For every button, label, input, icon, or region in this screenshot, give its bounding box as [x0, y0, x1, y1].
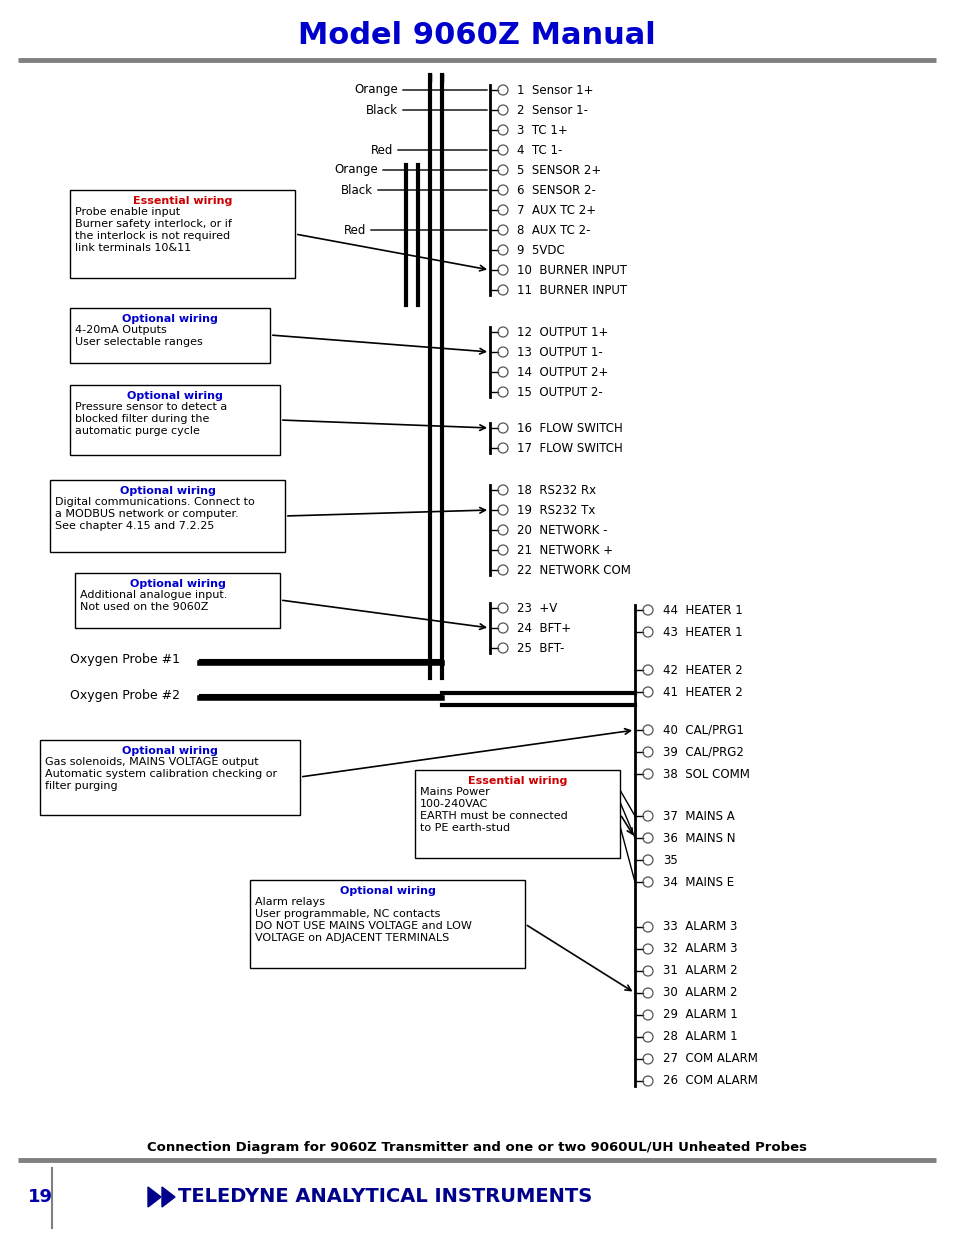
Text: 27  COM ALARM: 27 COM ALARM [662, 1052, 757, 1066]
Text: 29  ALARM 1: 29 ALARM 1 [662, 1009, 737, 1021]
Bar [40, 740, 299, 815]
Text: 3  TC 1+: 3 TC 1+ [517, 124, 567, 137]
Polygon shape [148, 1187, 161, 1207]
Text: Alarm relays: Alarm relays [254, 897, 325, 906]
Text: Red: Red [370, 143, 393, 157]
Text: automatic purge cycle: automatic purge cycle [75, 426, 200, 436]
Text: 35: 35 [662, 853, 677, 867]
Text: Black: Black [366, 104, 397, 116]
Text: 18  RS232 Rx: 18 RS232 Rx [517, 483, 596, 496]
Text: 22  NETWORK COM: 22 NETWORK COM [517, 563, 630, 577]
Text: EARTH must be connected: EARTH must be connected [419, 811, 567, 821]
Text: 9  5VDC: 9 5VDC [517, 243, 564, 257]
Text: 28  ALARM 1: 28 ALARM 1 [662, 1030, 737, 1044]
Bar [415, 769, 619, 858]
Text: See chapter 4.15 and 7.2.25: See chapter 4.15 and 7.2.25 [55, 521, 214, 531]
Text: Optional wiring: Optional wiring [339, 885, 435, 897]
Text: Connection Diagram for 9060Z Transmitter and one or two 9060UL/UH Unheated Probe: Connection Diagram for 9060Z Transmitter… [147, 1141, 806, 1155]
Text: 34  MAINS E: 34 MAINS E [662, 876, 734, 888]
Text: 1  Sensor 1+: 1 Sensor 1+ [517, 84, 593, 96]
Text: User selectable ranges: User selectable ranges [75, 337, 203, 347]
Text: Optional wiring: Optional wiring [119, 487, 215, 496]
Text: Gas solenoids, MAINS VOLTAGE output: Gas solenoids, MAINS VOLTAGE output [45, 757, 258, 767]
Text: DO NOT USE MAINS VOLTAGE and LOW: DO NOT USE MAINS VOLTAGE and LOW [254, 921, 472, 931]
Text: 23  +V: 23 +V [517, 601, 557, 615]
Text: Essential wiring: Essential wiring [132, 196, 232, 206]
Text: 14  OUTPUT 2+: 14 OUTPUT 2+ [517, 366, 608, 378]
Text: Orange: Orange [354, 84, 397, 96]
Bar [250, 881, 524, 968]
Text: Orange: Orange [334, 163, 377, 177]
Text: 30  ALARM 2: 30 ALARM 2 [662, 987, 737, 999]
Text: the interlock is not required: the interlock is not required [75, 231, 230, 241]
Text: Burner safety interlock, or if: Burner safety interlock, or if [75, 219, 232, 228]
Text: 13  OUTPUT 1-: 13 OUTPUT 1- [517, 346, 602, 358]
Text: 7  AUX TC 2+: 7 AUX TC 2+ [517, 204, 596, 216]
Text: Model 9060Z Manual: Model 9060Z Manual [297, 21, 656, 49]
Text: 10  BURNER INPUT: 10 BURNER INPUT [517, 263, 626, 277]
Text: 15  OUTPUT 2-: 15 OUTPUT 2- [517, 385, 602, 399]
Text: VOLTAGE on ADJACENT TERMINALS: VOLTAGE on ADJACENT TERMINALS [254, 932, 449, 944]
Text: 11  BURNER INPUT: 11 BURNER INPUT [517, 284, 626, 296]
Text: Oxygen Probe #2: Oxygen Probe #2 [70, 688, 180, 701]
Text: 4-20mA Outputs: 4-20mA Outputs [75, 325, 167, 335]
Text: a MODBUS network or computer.: a MODBUS network or computer. [55, 509, 238, 519]
Text: 26  COM ALARM: 26 COM ALARM [662, 1074, 757, 1088]
Text: link terminals 10&11: link terminals 10&11 [75, 243, 191, 253]
Text: 32  ALARM 3: 32 ALARM 3 [662, 942, 737, 956]
Text: 100-240VAC: 100-240VAC [419, 799, 488, 809]
Text: Red: Red [343, 224, 366, 236]
Text: User programmable, NC contacts: User programmable, NC contacts [254, 909, 440, 919]
Text: Optional wiring: Optional wiring [127, 391, 223, 401]
Bar [50, 480, 285, 552]
Text: 44  HEATER 1: 44 HEATER 1 [662, 604, 742, 616]
Text: 12  OUTPUT 1+: 12 OUTPUT 1+ [517, 326, 608, 338]
Text: 36  MAINS N: 36 MAINS N [662, 831, 735, 845]
Bar [70, 308, 270, 363]
Text: Not used on the 9060Z: Not used on the 9060Z [80, 601, 208, 613]
Text: 31  ALARM 2: 31 ALARM 2 [662, 965, 737, 977]
Text: 38  SOL COMM: 38 SOL COMM [662, 767, 749, 781]
Text: 5  SENSOR 2+: 5 SENSOR 2+ [517, 163, 600, 177]
Text: 17  FLOW SWITCH: 17 FLOW SWITCH [517, 441, 622, 454]
Text: 37  MAINS A: 37 MAINS A [662, 809, 734, 823]
Text: 21  NETWORK +: 21 NETWORK + [517, 543, 613, 557]
Text: Optional wiring: Optional wiring [122, 746, 217, 756]
Text: Black: Black [340, 184, 373, 196]
Text: Optional wiring: Optional wiring [130, 579, 225, 589]
Text: Automatic system calibration checking or: Automatic system calibration checking or [45, 769, 276, 779]
Text: 39  CAL/PRG2: 39 CAL/PRG2 [662, 746, 743, 758]
Bar [70, 190, 294, 278]
Bar [75, 573, 280, 629]
Polygon shape [162, 1187, 174, 1207]
Text: 8  AUX TC 2-: 8 AUX TC 2- [517, 224, 590, 236]
Text: Pressure sensor to detect a: Pressure sensor to detect a [75, 403, 227, 412]
Text: 16  FLOW SWITCH: 16 FLOW SWITCH [517, 421, 622, 435]
Text: 19: 19 [28, 1188, 53, 1207]
Text: Mains Power: Mains Power [419, 787, 489, 797]
Text: 19  RS232 Tx: 19 RS232 Tx [517, 504, 595, 516]
Text: 2  Sensor 1-: 2 Sensor 1- [517, 104, 587, 116]
Text: 41  HEATER 2: 41 HEATER 2 [662, 685, 742, 699]
Text: Probe enable input: Probe enable input [75, 207, 180, 217]
Text: Essential wiring: Essential wiring [467, 776, 567, 785]
Text: TELEDYNE ANALYTICAL INSTRUMENTS: TELEDYNE ANALYTICAL INSTRUMENTS [178, 1188, 592, 1207]
Bar [70, 385, 280, 454]
Text: Digital communications. Connect to: Digital communications. Connect to [55, 496, 254, 508]
Text: 40  CAL/PRG1: 40 CAL/PRG1 [662, 724, 743, 736]
Text: 6  SENSOR 2-: 6 SENSOR 2- [517, 184, 596, 196]
Text: 4  TC 1-: 4 TC 1- [517, 143, 561, 157]
Text: 42  HEATER 2: 42 HEATER 2 [662, 663, 742, 677]
Text: 43  HEATER 1: 43 HEATER 1 [662, 625, 741, 638]
Text: Oxygen Probe #1: Oxygen Probe #1 [70, 653, 180, 667]
Text: filter purging: filter purging [45, 781, 117, 790]
Text: 33  ALARM 3: 33 ALARM 3 [662, 920, 737, 934]
Text: 20  NETWORK -: 20 NETWORK - [517, 524, 607, 536]
Text: Optional wiring: Optional wiring [122, 314, 217, 324]
Text: blocked filter during the: blocked filter during the [75, 414, 209, 424]
Text: to PE earth-stud: to PE earth-stud [419, 823, 510, 832]
Text: 24  BFT+: 24 BFT+ [517, 621, 571, 635]
Text: Additional analogue input.: Additional analogue input. [80, 590, 227, 600]
Text: 25  BFT-: 25 BFT- [517, 641, 564, 655]
